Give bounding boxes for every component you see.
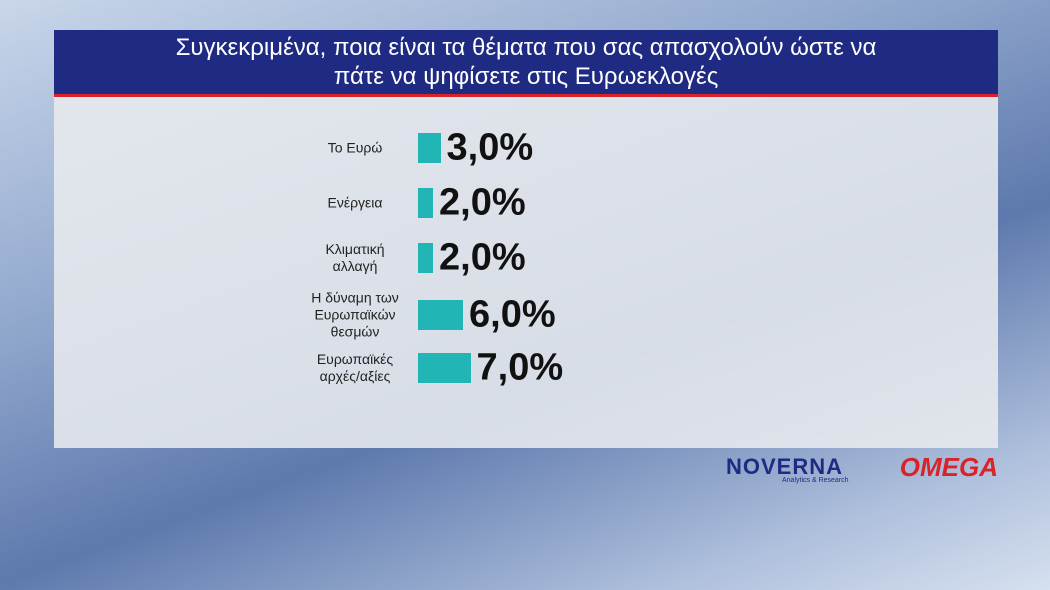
category-label: Η δύναμη των Ευρωπαϊκών θεσμών	[311, 289, 399, 340]
category-label: Κλιματική αλλαγή	[325, 241, 385, 274]
category-label: Το Ευρώ	[327, 139, 383, 156]
value-label: 3,0%	[446, 126, 534, 169]
value-label: 6,0%	[469, 293, 556, 336]
category-label: Ευρωπαϊκές αρχές/αξίες	[316, 351, 394, 384]
channel-logo: OMEGA	[899, 452, 998, 482]
header: Συγκεκριμένα, ποια είναι τα θέματα που σ…	[54, 30, 998, 97]
bar	[418, 353, 471, 383]
value-label: 2,0%	[439, 236, 526, 279]
pollster-logo: NOVERNA	[726, 454, 844, 479]
category-label: Ενέργεια	[327, 194, 383, 211]
bar	[418, 300, 463, 330]
logos: NOVERNA Analytics & Research OMEGA	[726, 452, 998, 488]
bar	[418, 188, 433, 218]
value-label: 7,0%	[476, 346, 564, 389]
bar	[418, 243, 433, 273]
value-label: 2,0%	[439, 181, 526, 224]
bar	[418, 133, 441, 163]
chart-panel	[54, 97, 998, 448]
pollster-subtitle: Analytics & Research	[782, 477, 849, 484]
chart-title: Συγκεκριμένα, ποια είναι τα θέματα που σ…	[175, 34, 877, 90]
